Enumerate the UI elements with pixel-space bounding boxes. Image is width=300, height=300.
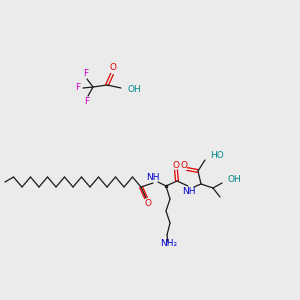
Text: O: O [181, 160, 188, 169]
Text: O: O [110, 64, 116, 73]
Text: O: O [172, 160, 179, 169]
Text: F: F [83, 70, 88, 79]
Text: NH: NH [146, 173, 160, 182]
Text: O: O [145, 199, 152, 208]
Text: NH₂: NH₂ [160, 239, 178, 248]
Text: NH: NH [182, 187, 196, 196]
Text: OH: OH [128, 85, 142, 94]
Text: F: F [75, 83, 81, 92]
Text: HO: HO [210, 151, 224, 160]
Text: OH: OH [227, 175, 241, 184]
Text: F: F [84, 98, 90, 106]
